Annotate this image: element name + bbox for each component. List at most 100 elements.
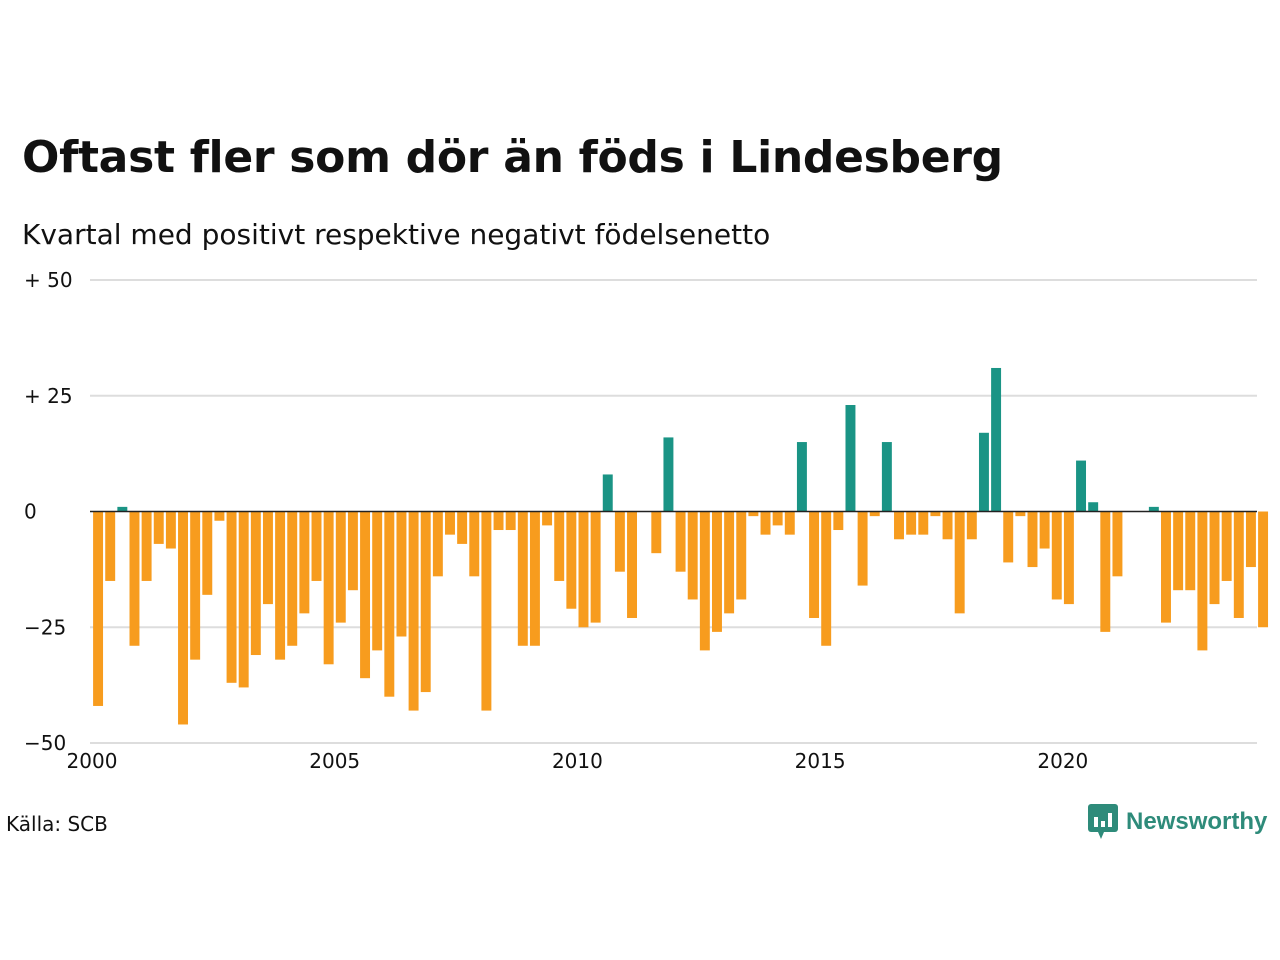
bar [1088, 502, 1099, 512]
bar [493, 511, 504, 531]
bar [542, 511, 553, 526]
bar [966, 511, 977, 540]
chart-title: Oftast fler som dör än föds i Lindesberg [22, 132, 1003, 183]
bar [202, 511, 213, 595]
bar [1185, 511, 1196, 591]
x-tick-label: 2000 [67, 749, 118, 773]
bar [384, 511, 395, 697]
bar [335, 511, 346, 623]
bar [857, 511, 868, 586]
bar [1039, 511, 1050, 549]
x-tick-label: 2005 [309, 749, 360, 773]
bar [578, 511, 589, 628]
bar [833, 511, 844, 531]
bar [796, 442, 807, 512]
bar [918, 511, 929, 535]
bar [930, 511, 941, 517]
bar [517, 511, 528, 646]
bar [687, 511, 698, 600]
bar [1221, 511, 1232, 581]
bar [772, 511, 783, 526]
x-tick-label: 2015 [795, 749, 846, 773]
bar [311, 511, 322, 581]
bar [432, 511, 443, 577]
bar [1148, 506, 1159, 512]
bar [1027, 511, 1038, 568]
bar [323, 511, 334, 665]
bar [736, 511, 747, 600]
bar [287, 511, 298, 646]
bar [894, 511, 904, 540]
bar [396, 511, 407, 637]
bar [1209, 511, 1220, 605]
bar [1015, 511, 1026, 517]
bar [347, 511, 358, 591]
bar [481, 511, 492, 711]
y-tick-label: + 50 [24, 268, 73, 292]
source-note: Källa: SCB [6, 812, 108, 836]
bar [141, 511, 152, 581]
bar [1173, 511, 1184, 591]
bar [627, 511, 638, 618]
bar [590, 511, 601, 623]
bar [275, 511, 286, 660]
y-tick-label: −25 [24, 615, 66, 639]
bar [105, 511, 116, 581]
bar [978, 432, 989, 512]
bar [117, 506, 128, 512]
bar [699, 511, 710, 651]
brand-name: Newsworthy [1126, 808, 1268, 835]
bar [1063, 511, 1074, 605]
bar [845, 405, 856, 512]
bar [663, 437, 674, 512]
bar [760, 511, 771, 535]
bar [881, 442, 892, 512]
bar [93, 511, 104, 706]
bar [1100, 511, 1111, 632]
newsworthy-icon [1088, 804, 1118, 839]
newsworthy-logo: Newsworthy [1088, 804, 1267, 840]
bar [1197, 511, 1208, 651]
bar [1112, 511, 1123, 577]
bar [614, 511, 625, 572]
bar [748, 511, 759, 517]
bar [408, 511, 419, 711]
bar [809, 511, 820, 618]
bar [299, 511, 310, 614]
bar [372, 511, 383, 651]
bar [153, 511, 164, 544]
bar [651, 511, 662, 554]
bar [529, 511, 540, 646]
bar [238, 511, 249, 688]
bar [1245, 511, 1256, 568]
bar [360, 511, 371, 679]
bar [1076, 460, 1087, 512]
bar [469, 511, 480, 577]
bar [954, 511, 965, 614]
bar [214, 511, 225, 521]
y-tick-label: −50 [24, 731, 66, 755]
bar [1051, 511, 1062, 600]
bar [262, 511, 273, 605]
bar [602, 474, 613, 512]
bar [1258, 511, 1269, 628]
bar [250, 511, 261, 656]
bar [942, 511, 953, 540]
bar [505, 511, 516, 531]
bar [1233, 511, 1244, 618]
bar [554, 511, 565, 581]
bar [711, 511, 722, 632]
bar [129, 511, 140, 646]
bar [1003, 511, 1014, 563]
bar [178, 511, 188, 725]
bar [784, 511, 795, 535]
bar [724, 511, 735, 614]
bar [821, 511, 832, 646]
bar [566, 511, 577, 609]
bar [420, 511, 431, 693]
y-tick-label: 0 [24, 500, 37, 524]
bar [445, 511, 455, 535]
bar [1161, 511, 1171, 623]
x-tick-label: 2010 [552, 749, 603, 773]
